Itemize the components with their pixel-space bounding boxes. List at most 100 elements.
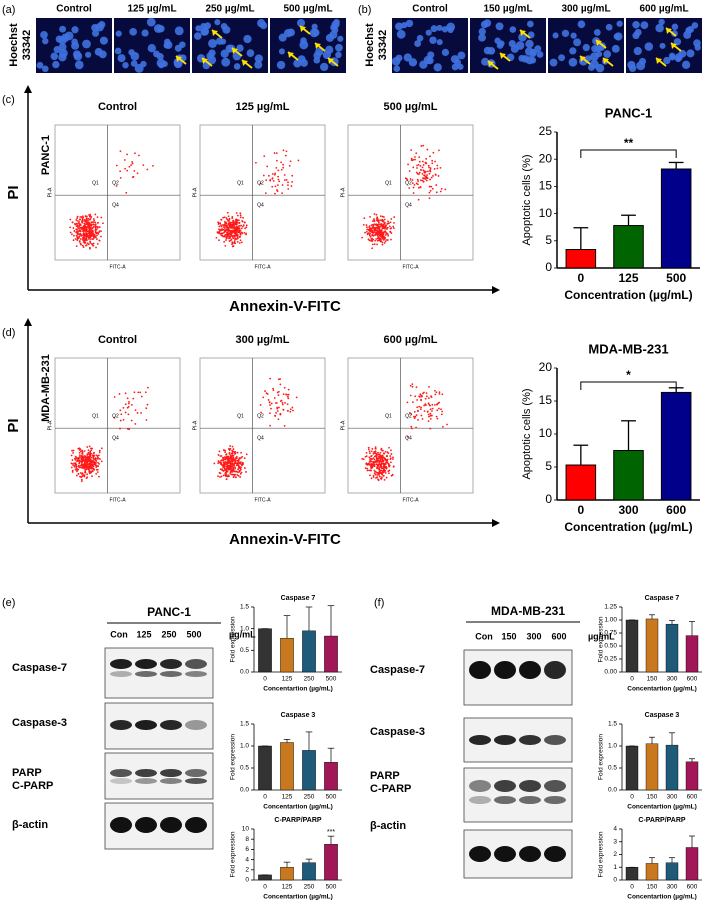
event-dot bbox=[223, 449, 225, 451]
event-dot bbox=[83, 219, 86, 221]
event-dot bbox=[376, 466, 379, 469]
nucleus bbox=[59, 48, 68, 58]
flow-axis-label: FITC-A bbox=[254, 497, 271, 503]
nucleus bbox=[441, 48, 450, 57]
event-dot bbox=[146, 168, 149, 171]
event-dot bbox=[72, 239, 75, 242]
event-dot bbox=[382, 236, 385, 239]
event-dot bbox=[427, 402, 430, 405]
x-tick-label: 0 bbox=[630, 794, 634, 801]
band bbox=[110, 817, 132, 833]
image-header: 125 µg/mL bbox=[127, 4, 176, 15]
event-dot bbox=[94, 221, 97, 224]
event-dot bbox=[69, 226, 72, 229]
event-dot bbox=[123, 159, 126, 161]
nucleus bbox=[451, 63, 459, 71]
event-dot bbox=[213, 462, 216, 465]
event-dot bbox=[384, 459, 387, 461]
event-dot bbox=[373, 213, 376, 215]
event-dot bbox=[228, 224, 231, 227]
event-dot bbox=[232, 456, 235, 459]
event-dot bbox=[372, 460, 375, 463]
event-dot bbox=[217, 460, 220, 463]
nucleus bbox=[99, 36, 108, 45]
event-dot bbox=[416, 167, 418, 169]
nucleus bbox=[246, 49, 255, 57]
image-header: Control bbox=[56, 4, 92, 15]
band bbox=[469, 661, 491, 679]
event-dot bbox=[409, 178, 412, 180]
event-dot bbox=[279, 412, 282, 415]
event-dot bbox=[124, 411, 127, 414]
event-dot bbox=[417, 186, 420, 189]
significance-bracket bbox=[580, 149, 677, 158]
event-dot bbox=[88, 215, 91, 218]
event-dot bbox=[224, 469, 227, 472]
event-dot bbox=[229, 223, 232, 226]
event-dot bbox=[366, 467, 369, 470]
event-dot bbox=[373, 223, 376, 226]
event-dot bbox=[377, 219, 379, 221]
axis-title: PI bbox=[5, 418, 22, 432]
event-dot bbox=[423, 410, 426, 412]
event-dot bbox=[236, 241, 239, 243]
protein-label: β-actin bbox=[12, 819, 48, 831]
event-dot bbox=[94, 223, 97, 226]
nucleus bbox=[498, 40, 505, 47]
event-dot bbox=[287, 181, 289, 184]
event-dot bbox=[94, 227, 97, 230]
event-dot bbox=[382, 474, 385, 477]
event-dot bbox=[81, 220, 83, 223]
event-dot bbox=[87, 217, 90, 220]
event-dot bbox=[234, 476, 237, 479]
nucleus bbox=[483, 46, 492, 55]
event-dot bbox=[122, 406, 125, 409]
event-dot bbox=[95, 468, 98, 471]
event-dot bbox=[70, 466, 73, 469]
event-dot bbox=[429, 155, 431, 158]
event-dot bbox=[414, 415, 417, 418]
event-dot bbox=[93, 451, 95, 454]
event-dot bbox=[83, 475, 86, 478]
axis-title: Annexin-V-FITC bbox=[229, 298, 341, 315]
event-dot bbox=[100, 460, 103, 463]
event-dot bbox=[73, 465, 76, 468]
event-dot bbox=[228, 232, 231, 235]
event-dot bbox=[124, 167, 127, 170]
event-dot bbox=[100, 230, 102, 233]
event-dot bbox=[386, 239, 388, 241]
image-header: 600 µg/mL bbox=[639, 4, 688, 15]
event-dot bbox=[281, 403, 284, 406]
event-dot bbox=[100, 235, 102, 238]
event-dot bbox=[420, 406, 422, 409]
event-dot bbox=[416, 406, 419, 409]
event-dot bbox=[377, 451, 379, 454]
quadrant-label: Q1 bbox=[385, 181, 392, 187]
event-dot bbox=[75, 463, 78, 466]
event-dot bbox=[80, 227, 83, 230]
nucleus bbox=[179, 41, 186, 48]
event-dot bbox=[371, 243, 374, 246]
protein-label: Caspase-7 bbox=[370, 664, 425, 676]
event-dot bbox=[100, 216, 103, 219]
blot-header: MDA-MB-231 bbox=[491, 604, 565, 618]
event-dot bbox=[369, 459, 371, 461]
event-dot bbox=[75, 466, 78, 469]
event-dot bbox=[361, 236, 364, 239]
event-dot bbox=[238, 222, 241, 225]
nucleus bbox=[395, 54, 403, 62]
event-dot bbox=[369, 235, 372, 238]
band bbox=[494, 780, 516, 792]
nucleus bbox=[129, 27, 137, 36]
event-dot bbox=[221, 228, 224, 231]
event-dot bbox=[223, 458, 226, 461]
event-dot bbox=[429, 189, 432, 192]
event-dot bbox=[266, 165, 269, 168]
event-dot bbox=[429, 178, 431, 181]
event-dot bbox=[411, 383, 414, 386]
event-dot bbox=[127, 405, 130, 408]
event-dot bbox=[220, 225, 223, 228]
event-dot bbox=[80, 466, 83, 469]
event-dot bbox=[438, 401, 441, 404]
event-dot bbox=[72, 227, 75, 229]
